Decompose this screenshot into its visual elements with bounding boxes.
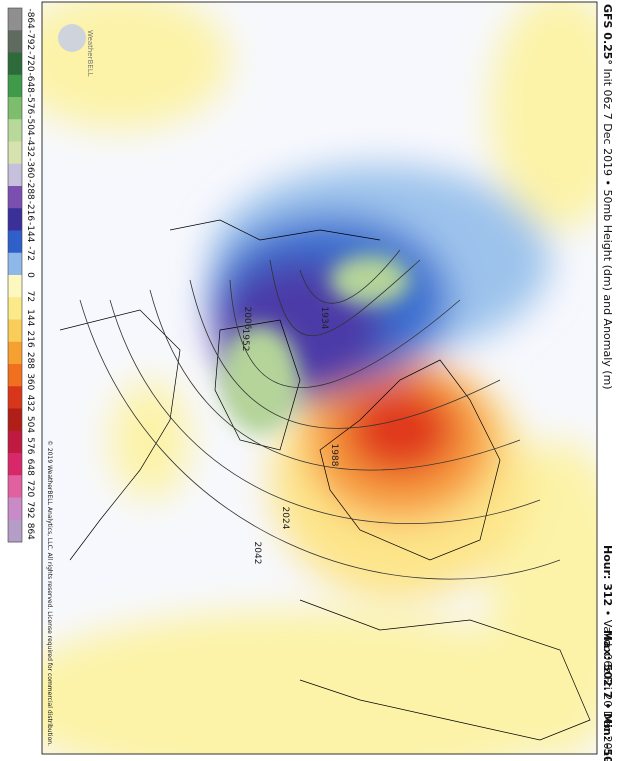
colorbar-swatch [8,141,22,165]
colorbar-tick-label: 864 [25,523,35,540]
header-valid: Hour: 312 • Valid: 06z Fri 20 Dec 2019 [601,545,614,761]
colorbar-tick-label: 216 [25,330,35,347]
colorbar-tick-label: 0 [25,272,35,278]
subtitle: Init 06z 7 Dec 2019 • 50mb Height (dm) a… [601,68,614,389]
colorbar-swatch [8,30,22,53]
colorbar-swatch [8,453,22,476]
colorbar-swatch [8,74,22,98]
colorbar-tick-label: -720 [25,51,35,72]
colorbar-tick-label: 432 [25,395,35,412]
colorbar-swatch [8,430,22,454]
colorbar-swatch [8,52,22,76]
contour-label: 2024 [280,507,290,530]
colorbar-tick-label: 648 [25,459,35,476]
colorbar-swatch [8,475,22,498]
colorbar-swatch [8,97,22,120]
colorbar-tick-label: -288 [25,179,35,200]
colorbar-tick-label: -72 [25,246,35,261]
map-frame [41,1,598,755]
colorbar-swatch [8,408,22,432]
contour-label: 2006 [242,307,252,330]
colorbar-swatch [8,186,22,209]
coastlines [59,219,591,741]
colorbar-tick-label: 576 [25,437,35,454]
colorbar-tick-label: 504 [25,416,35,433]
colorbar-swatch [8,119,22,142]
colorbar-swatch [8,319,22,343]
colorbar-swatch [8,497,22,521]
colorbar: -864-792-720-648-576-504-432-360-288-216… [7,7,35,543]
title: GFS 0.25° [601,4,614,65]
colorbar-swatch [8,208,22,231]
colorbar-tick-label: -576 [25,94,35,115]
colorbar-tick-label: -504 [25,115,35,136]
colorbar-tick-label: -216 [25,201,35,222]
colorbar-swatch [8,275,22,298]
logo: WeatherBELL [86,30,94,77]
colorbar-tick-label: 720 [25,480,35,497]
contour-label-group: 2042 2024 1988 1952 1934 2006 [240,307,339,565]
colorbar-swatch [8,519,22,543]
colorbar-swatch [8,364,22,387]
colorbar-tick-label: -432 [25,137,35,157]
contour-label: 2042 [252,542,262,565]
colorbar-tick-label: -648 [25,73,35,94]
colorbar-swatch [8,163,22,187]
contours [79,249,561,580]
valid: • Valid: 06z Fri 20 Dec 2019 [601,610,614,761]
contour-label: 1934 [319,307,329,330]
contour-label: 1952 [240,329,250,352]
colorbar-tick-label: 72 [25,291,35,302]
colorbar-tick-label: 288 [25,352,35,369]
colorbar-frame [7,7,23,543]
logo-icon [58,24,86,52]
colorbar-swatch [8,341,22,365]
colorbar-tick-label: -360 [25,158,35,179]
copyright: © 2019 WeatherBELL Analytics, LLC. All r… [46,440,53,746]
colorbar-tick-label: -864 [25,8,35,29]
colorbar-tick-label: 360 [25,373,35,390]
colorbar-tick-label: 144 [25,309,35,326]
colorbar-swatch [8,230,22,254]
colorbar-swatch [8,252,22,276]
header-title: GFS 0.25° Init 06z 7 Dec 2019 • 50mb Hei… [601,4,614,390]
stats: Max: 502.7 • Min: -507.2 [601,630,614,761]
colorbar-tick-label: 792 [25,501,35,518]
contour-label: 1988 [329,444,339,467]
colorbar-swatch [8,297,22,320]
colorbar-tick-label: -144 [25,222,35,243]
anomaly-core [220,255,410,435]
hour: Hour: 312 [601,545,614,606]
colorbar-swatch [8,386,22,409]
colorbar-tick-label: -792 [25,30,35,50]
colorbar-swatch [8,8,22,31]
